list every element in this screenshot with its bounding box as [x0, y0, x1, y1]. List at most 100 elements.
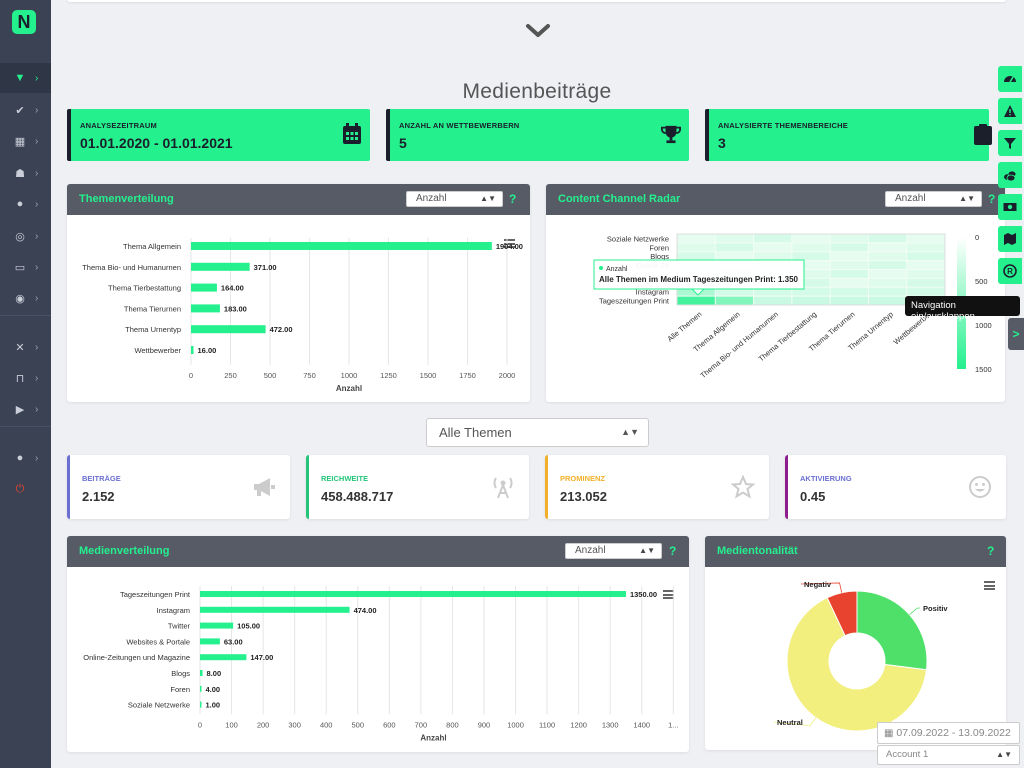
- heatmap-cell: [830, 243, 868, 252]
- bar: [200, 654, 247, 661]
- warning-button[interactable]: [998, 98, 1022, 124]
- trophy-icon: [661, 125, 681, 144]
- sidebar-item-eye[interactable]: ◉ ›: [0, 283, 51, 313]
- info-card-label: ANZAHL AN WETTBEWERBERN: [399, 121, 520, 130]
- lock-icon: ⊓: [15, 372, 25, 385]
- donut-label-connector: [773, 717, 817, 727]
- info-card-value: 3: [718, 135, 726, 151]
- bar-value-label: 371.00: [254, 263, 277, 272]
- bar: [200, 701, 202, 708]
- bar: [200, 591, 626, 597]
- panel-header: Themenverteilung Anzahl ▲▼ ?: [67, 184, 530, 215]
- eye-icon: ◉: [15, 292, 25, 305]
- sidebar-item-calculator[interactable]: ▦ ›: [0, 126, 51, 156]
- chevron-right-icon: ›: [35, 372, 39, 384]
- chevron-right-icon: ›: [35, 230, 39, 242]
- sidebar-item-lock[interactable]: ⊓ ›: [0, 363, 51, 393]
- bar: [200, 622, 234, 629]
- bar-value-label: 63.00: [224, 637, 243, 646]
- panel-header: Medienverteilung Anzahl ▲▼ ?: [67, 536, 689, 567]
- kpi-prominenz: PROMINENZ 213.052: [545, 455, 769, 519]
- heatmap-cell: [907, 234, 945, 243]
- metric-select[interactable]: Anzahl ▲▼: [565, 543, 662, 559]
- heatmap-cell: [715, 243, 754, 252]
- heatmap-cell: [830, 252, 868, 261]
- dashboard-button[interactable]: [998, 66, 1022, 92]
- tooltip-series-dot: [599, 266, 603, 270]
- chart-menu-icon[interactable]: [663, 590, 674, 599]
- heatmap-cell: [868, 287, 907, 296]
- donut-slice-label: Negativ: [804, 580, 832, 589]
- chevron-right-icon: ›: [35, 292, 39, 304]
- filter-icon: [1004, 138, 1016, 149]
- panel-title: Medientonalität: [717, 545, 798, 557]
- svg-text:R: R: [1007, 267, 1013, 276]
- id-card-icon: ▭: [14, 261, 26, 274]
- kpi-value: 0.45: [800, 489, 826, 504]
- sidebar-item-tools[interactable]: ✕ ›: [0, 332, 51, 362]
- users-icon: ☗: [15, 167, 25, 180]
- navigation-toggle-button[interactable]: >: [1008, 318, 1024, 350]
- kpi-beitraege: BEITRÄGE 2.152: [67, 455, 290, 519]
- chart-menu-icon[interactable]: [984, 581, 995, 590]
- sidebar-item-power[interactable]: ⏻: [0, 474, 51, 504]
- bar: [191, 325, 266, 334]
- sidebar-item-users[interactable]: ☗ ›: [0, 158, 51, 188]
- sidebar-item-lightbulb[interactable]: ● ›: [0, 189, 51, 219]
- bar-value-label: 105.00: [237, 622, 260, 631]
- x-tick-label: 100: [225, 720, 238, 729]
- metric-select[interactable]: Anzahl ▲▼: [885, 191, 982, 207]
- x-tick-label: 1500: [420, 371, 437, 380]
- sidebar-item-play[interactable]: ▶ ›: [0, 394, 51, 424]
- heatmap-cell: [868, 296, 907, 305]
- sidebar-divider: [0, 315, 51, 316]
- bar: [191, 283, 217, 292]
- medienverteilung-panel: Medienverteilung Anzahl ▲▼ ? 0 100 200 300 40…: [67, 536, 689, 752]
- x-axis-title: Anzahl: [420, 733, 446, 742]
- kpi-value: 458.488.717: [321, 489, 394, 504]
- category-label: Foren: [170, 685, 190, 694]
- heatmap-cell: [830, 234, 868, 243]
- sidebar-item-filter[interactable]: ▼ ›: [0, 63, 51, 93]
- panel-title: Content Channel Radar: [558, 193, 681, 205]
- colorbar-tick-label: 1500: [975, 365, 992, 374]
- sidebar-item-check[interactable]: ✔ ›: [0, 95, 51, 125]
- sidebar-item-user[interactable]: ● ›: [0, 443, 51, 473]
- heatmap-cell: [677, 252, 715, 261]
- dashboard-icon: [1004, 76, 1016, 83]
- tooltip-box: [593, 259, 805, 290]
- bar-value-label: 147.00: [250, 653, 273, 662]
- category-label: Wettbewerber: [134, 346, 181, 355]
- theme-filter-select[interactable]: Alle Themen ▲▼: [426, 418, 649, 447]
- kpi-label: PROMINENZ: [560, 474, 605, 483]
- app-logo[interactable]: N: [12, 10, 36, 34]
- money-icon: [1003, 203, 1017, 211]
- bar-value-label: 1.00: [206, 701, 221, 710]
- sidebar-item-id-card[interactable]: ▭ ›: [0, 252, 51, 282]
- help-icon[interactable]: ?: [988, 192, 996, 206]
- account-value: Account 1: [886, 749, 929, 760]
- bar-value-label: 16.00: [198, 346, 217, 355]
- account-select[interactable]: Account 1 ▲▼: [877, 745, 1020, 765]
- sidebar-item-target[interactable]: ◎ ›: [0, 221, 51, 251]
- chart-menu-icon[interactable]: [504, 239, 515, 248]
- registered-button[interactable]: R: [998, 258, 1022, 284]
- category-label: Blogs: [171, 669, 190, 678]
- donut-slice-label: Positiv: [923, 604, 948, 613]
- heatmap-cell: [754, 234, 792, 243]
- coins-button[interactable]: [998, 162, 1022, 188]
- date-range-picker[interactable]: ▦ 07.09.2022 - 13.09.2022: [877, 722, 1020, 744]
- help-icon[interactable]: ?: [987, 544, 995, 558]
- map-button[interactable]: [998, 226, 1022, 252]
- bar-value-label: 8.00: [207, 669, 222, 678]
- help-icon[interactable]: ?: [509, 192, 517, 206]
- metric-select[interactable]: Anzahl ▲▼: [406, 191, 503, 207]
- heatmap-cell: [677, 296, 715, 305]
- help-icon[interactable]: ?: [669, 544, 677, 558]
- scroll-down-chevron-icon[interactable]: [524, 22, 552, 40]
- money-button[interactable]: [998, 194, 1022, 220]
- filter-button[interactable]: [998, 130, 1022, 156]
- heatmap-row-label: Tageszeitungen Print: [599, 297, 670, 306]
- sidebar-divider: [0, 426, 51, 427]
- x-tick-label: 600: [383, 720, 396, 729]
